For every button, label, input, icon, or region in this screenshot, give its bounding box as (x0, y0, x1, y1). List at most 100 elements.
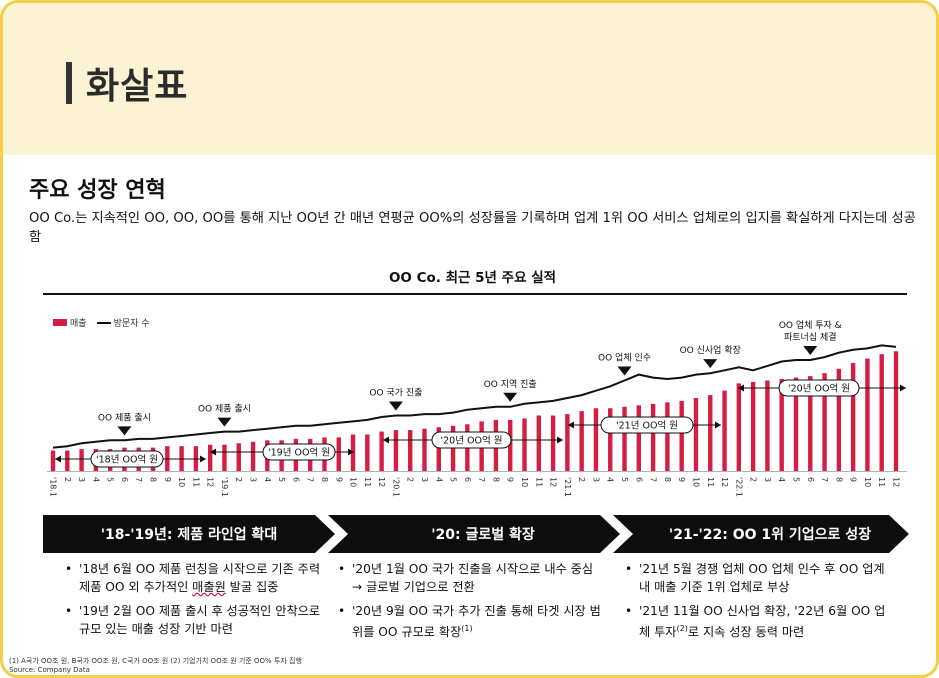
bullet-text: 발굴 집중 (225, 580, 279, 594)
bar-27 (436, 427, 441, 471)
phase-chevron-1: '18-'19년: 제품 라인업 확대 (43, 515, 335, 553)
x-tick-label: 8 (663, 477, 672, 482)
x-tick-label: 4 (263, 477, 272, 482)
bar-54 (822, 373, 827, 471)
x-tick-label: 7 (477, 477, 486, 482)
bar-43 (665, 402, 670, 471)
x-tick-label: 6 (806, 477, 815, 482)
x-tick-label: 10 (349, 477, 358, 487)
section-description: OO Co.는 지속적인 OO, OO, OO를 통해 지난 OO년 간 매년 … (29, 211, 916, 245)
bar-36 (565, 414, 570, 471)
bar-42 (650, 403, 656, 471)
legend-bar-label: 매출 (70, 319, 87, 329)
x-tick-label: 12 (206, 477, 215, 487)
x-tick-label: 11 (191, 477, 200, 487)
event-marker-label: OO 신사업 확장 (680, 344, 741, 356)
x-tick-label: 11 (877, 477, 886, 487)
bar-26 (422, 428, 427, 471)
range-arrow-left (210, 448, 216, 456)
x-tick-label: 10 (691, 477, 700, 487)
x-tick-label: 9 (677, 477, 686, 482)
x-tick-label: '21.1 (563, 477, 572, 497)
x-tick-label: 4 (777, 477, 786, 482)
x-tick-label: 3 (591, 477, 600, 482)
header-title: 화살표 (66, 57, 188, 109)
chart-title: OO Co. 최근 5년 주요 실적 (388, 270, 557, 286)
footnote-line: (1) A국가 OO조 원, B국가 OO조 원, C국가 OO조 원 (2) … (9, 657, 302, 665)
phase-chevron-2: '20: 글로벌 확장 (328, 515, 620, 553)
bar-53 (808, 376, 813, 471)
source-line: Source: Company Data (9, 666, 90, 674)
x-tick-label: 3 (77, 477, 86, 482)
x-tick-label: 2 (406, 477, 415, 482)
bar-22 (365, 434, 370, 471)
header-accent-bar (66, 62, 72, 104)
chart-plot: '18.1 2 3 4 5 6 7 8 9 10 11 12'19.1 2 3 4 5 6 7 8 9 10 11 12'2… (47, 320, 907, 497)
x-tick-label: 2 (63, 477, 72, 482)
bar-40 (622, 406, 627, 471)
bullet-text: '21년 5월 경쟁 업체 OO 업체 인수 후 OO 업계 내 매출 기준 1… (639, 562, 885, 594)
bullet-text: 로 지속 성장 동력 마련 (687, 625, 805, 640)
bar-35 (550, 415, 556, 471)
bar-33 (522, 418, 527, 471)
event-marker-label: OO 업체 인수 (598, 352, 651, 363)
bar-1 (65, 450, 70, 471)
bar-45 (693, 398, 699, 471)
x-tick-label: 9 (334, 477, 343, 482)
x-tick-label: 5 (791, 477, 800, 482)
bar-55 (836, 368, 842, 471)
bullet-item: '19년 2월 OO 제품 출시 후 성공적인 안착으로 규모 있는 매출 성장… (65, 602, 323, 638)
event-marker-triangle (117, 426, 132, 436)
bar-39 (608, 408, 613, 471)
range-arrow-right (348, 448, 354, 456)
phase-1-bullets: '18년 6월 OO 제품 런칭을 시작으로 기존 주력 제품 OO 외 추가적… (65, 560, 323, 644)
visitor-line (52, 344, 897, 449)
range-label: '20년 OO억 원 (788, 383, 850, 395)
bullet-item: '18년 6월 OO 제품 런칭을 시작으로 기존 주력 제품 OO 외 추가적… (65, 560, 323, 596)
range-arrow-left (738, 384, 744, 392)
x-tick-label: '20.1 (391, 477, 400, 497)
bar-13 (236, 443, 241, 471)
event-marker-triangle (617, 366, 632, 376)
chart-title-rule (43, 293, 907, 295)
bullet-text: '21년 11월 OO 신사업 확장, '22년 6월 OO 업체 투자 (639, 604, 886, 640)
event-marker-triangle (503, 392, 518, 402)
x-tick-label: 7 (306, 477, 315, 482)
bar-23 (379, 431, 384, 471)
x-tick-label: 7 (820, 477, 829, 482)
x-tick-label: 11 (363, 477, 372, 487)
bar-14 (250, 441, 256, 471)
x-tick-label: 9 (849, 477, 858, 482)
bullet-item: '21년 11월 OO 신사업 확장, '22년 6월 OO 업체 투자(2)로… (625, 602, 887, 641)
legend-line-label: 방문자 수 (113, 319, 150, 329)
x-tick-label: '22.1 (734, 477, 743, 497)
bar-59 (893, 351, 899, 471)
event-marker-label: OO 제품 출시 (198, 404, 251, 415)
phase-chevron-3: '21-'22: OO 1위 기업으로 성장 (613, 515, 909, 553)
x-tick-label: 4 (91, 477, 100, 482)
range-pill (600, 416, 694, 434)
bar-38 (593, 408, 599, 471)
bar-46 (708, 395, 713, 471)
x-tick-label: 6 (120, 477, 129, 482)
x-tick-label: 2 (234, 477, 243, 482)
bar-44 (679, 400, 684, 471)
range-label: '18년 OO억 원 (96, 454, 158, 466)
range-label: '20년 OO억 원 (441, 435, 503, 447)
x-tick-label: 5 (106, 477, 115, 482)
event-marker-triangle (217, 417, 232, 427)
bar-41 (636, 405, 642, 471)
bar-12 (222, 444, 227, 471)
x-tick-label: 3 (763, 477, 772, 482)
x-tick-label: 6 (463, 477, 472, 482)
range-pill (778, 379, 860, 397)
bar-21 (350, 434, 356, 471)
x-tick-label: 9 (163, 477, 172, 482)
bullet-text: '19년 2월 OO 제품 출시 후 성공적인 안착으로 규모 있는 매출 성장… (79, 604, 321, 636)
legend-bar-swatch (53, 319, 67, 326)
bar-24 (393, 430, 399, 471)
x-tick-label: 5 (449, 477, 458, 482)
x-tick-label: 3 (249, 477, 258, 482)
bar-58 (879, 354, 884, 471)
bar-20 (336, 437, 341, 471)
